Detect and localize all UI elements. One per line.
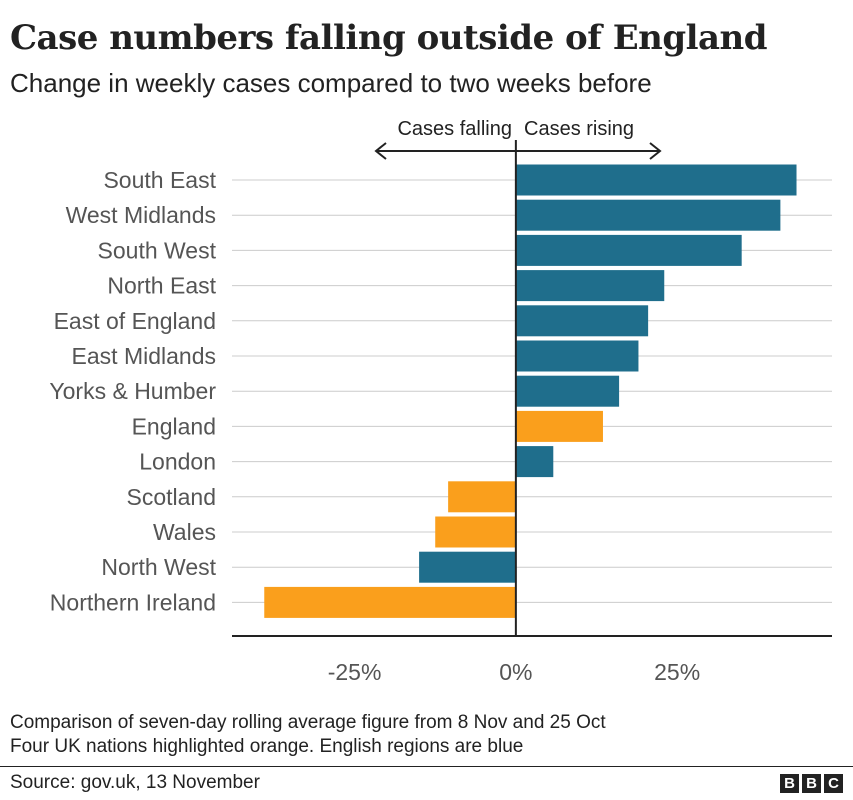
category-label: Scotland — [126, 484, 216, 510]
bar-south-west — [516, 235, 742, 266]
bbc-logo-block: C — [824, 774, 843, 793]
bar-east-midlands — [516, 341, 639, 372]
cases-falling-label: Cases falling — [397, 118, 512, 140]
chart-title: Case numbers falling outside of England — [10, 18, 767, 58]
source-text: Source: gov.uk, 13 November — [10, 772, 260, 794]
bar-london — [516, 446, 553, 477]
chart-subtitle: Change in weekly cases compared to two w… — [10, 68, 652, 99]
footnote-comparison: Comparison of seven-day rolling average … — [10, 712, 606, 734]
x-tick-label: 25% — [654, 659, 700, 685]
footnote-highlight: Four UK nations highlighted orange. Engl… — [10, 736, 523, 758]
category-label: South East — [103, 167, 216, 193]
bar-yorks-humber — [516, 376, 619, 407]
category-labels: South East West Midlands South West North E… — [49, 167, 216, 615]
category-label: North West — [101, 554, 216, 580]
bbc-logo-block: B — [802, 774, 821, 793]
category-label: East Midlands — [72, 343, 216, 369]
bar-south-east — [516, 165, 797, 196]
category-label: South West — [98, 237, 217, 263]
category-label: London — [139, 449, 216, 475]
bar-east-of-england — [516, 305, 648, 336]
category-label: North East — [107, 273, 216, 299]
category-label: Wales — [153, 519, 216, 545]
category-label: England — [132, 413, 216, 439]
cases-rising-label: Cases rising — [524, 118, 634, 140]
x-tick-label: -25% — [328, 659, 382, 685]
category-label: Northern Ireland — [50, 589, 216, 615]
source-divider — [0, 766, 853, 767]
bar-north-east — [516, 270, 664, 301]
category-label: Yorks & Humber — [49, 378, 216, 404]
bbc-logo-block: B — [780, 774, 799, 793]
bar-north-west — [419, 552, 516, 583]
category-label: East of England — [54, 308, 216, 334]
bar-northern-ireland — [264, 587, 516, 618]
category-label: West Midlands — [66, 202, 216, 228]
bar-wales — [435, 517, 516, 548]
bar-chart: South East West Midlands South West North E… — [0, 100, 853, 700]
bbc-logo: B B C — [780, 774, 843, 793]
direction-indicator: Cases falling Cases rising — [376, 118, 660, 159]
bar-scotland — [448, 481, 516, 512]
bar-england — [516, 411, 603, 442]
bar-west-midlands — [516, 200, 781, 231]
x-tick-label: 0% — [499, 659, 532, 685]
